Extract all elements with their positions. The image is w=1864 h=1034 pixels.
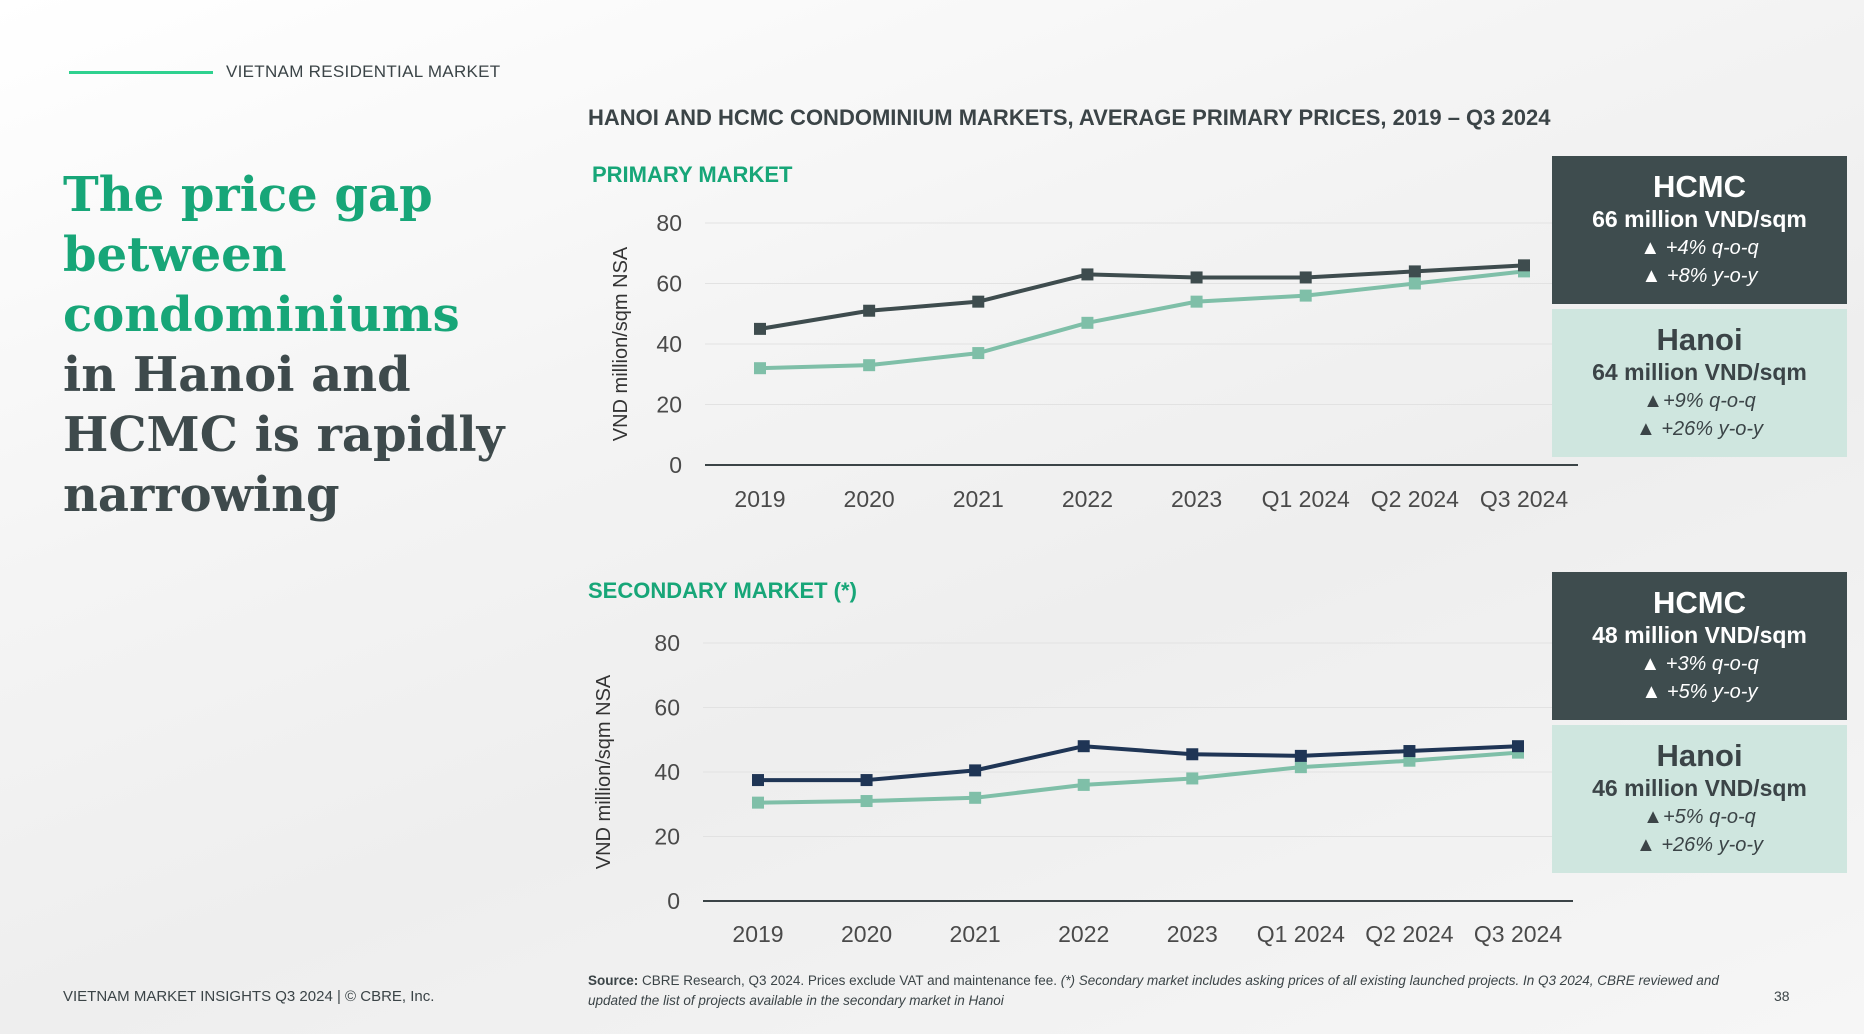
secondary-x-tick-label: 2019 <box>732 921 783 947</box>
primary-x-tick-label: Q2 2024 <box>1371 486 1459 512</box>
primary-hanoi-line <box>759 269 1525 371</box>
footer-copyright: VIETNAM MARKET INSIGHTS Q3 2024 | © CBRE… <box>63 988 435 1005</box>
secondary-hanoi-point <box>1077 778 1090 791</box>
secondary-hcmc-city: HCMC <box>1653 585 1746 620</box>
primary-hanoi-city: Hanoi <box>1656 322 1743 357</box>
secondary-x-tick-label: 2021 <box>950 921 1001 947</box>
section-title: VIETNAM RESIDENTIAL MARKET <box>226 62 501 81</box>
primary-hcmc-line <box>759 263 1525 331</box>
secondary-hanoi-qoq: ▲+5% q-o-q <box>1643 806 1756 828</box>
primary-hanoi-price: 64 million VND/sqm <box>1592 359 1807 385</box>
primary-hanoi-point <box>754 362 766 375</box>
primary-y-tick-label: 60 <box>656 271 682 297</box>
secondary-hanoi-point <box>1403 754 1416 767</box>
primary-y-tick-label: 40 <box>656 331 682 357</box>
primary-hcmc-point <box>863 304 876 317</box>
secondary-hcmc-point <box>969 764 982 777</box>
source-label: Source: <box>588 973 639 988</box>
secondary-hanoi-city: Hanoi <box>1656 738 1743 773</box>
primary-hcmc-point <box>1081 268 1094 281</box>
secondary-y-axis-label: VND million/sqm NSA <box>593 674 615 869</box>
primary-hcmc-point <box>754 322 766 335</box>
primary-hanoi-qoq: ▲+9% q-o-q <box>1643 390 1756 412</box>
secondary-y-tick-label: 20 <box>654 824 680 850</box>
primary-y-tick-label: 80 <box>656 210 682 236</box>
headline-highlight: The price gap between condominiums <box>63 167 460 343</box>
primary-x-tick-label: Q3 2024 <box>1480 486 1568 512</box>
source-note-italic: (*) Secondary market includes asking pri… <box>588 973 1719 1008</box>
secondary-market-chart: 0 20 40 60 80 2019 2020 2021 2022 2023 Q1 2024 Q2 2… <box>593 630 1573 947</box>
secondary-hcmc-line <box>758 744 1519 783</box>
secondary-hcmc-point <box>752 774 764 787</box>
secondary-hanoi-line <box>757 750 1519 805</box>
primary-hcmc-summary: HCMC 66 million VND/sqm ▲ +4% q-o-q ▲ +8… <box>1552 156 1847 304</box>
secondary-y-tick-label: 60 <box>654 695 680 721</box>
primary-hcmc-city: HCMC <box>1653 169 1746 204</box>
secondary-hcmc-qoq: ▲ +3% q-o-q <box>1640 653 1759 675</box>
primary-x-tick-label: 2022 <box>1062 486 1113 512</box>
primary-hanoi-point <box>1081 316 1094 329</box>
secondary-hanoi-point <box>860 795 873 808</box>
secondary-x-tick-label: 2020 <box>841 921 892 947</box>
secondary-hcmc-point <box>1294 749 1307 762</box>
primary-market-title: PRIMARY MARKET <box>592 162 793 187</box>
secondary-hcmc-price: 48 million VND/sqm <box>1592 622 1807 648</box>
primary-hcmc-qoq: ▲ +4% q-o-q <box>1640 237 1759 259</box>
secondary-hanoi-yoy: ▲ +26% y-o-y <box>1635 834 1764 856</box>
primary-hcmc-point <box>972 295 985 308</box>
primary-hanoi-point <box>863 359 876 372</box>
primary-x-tick-label: Q1 2024 <box>1262 486 1350 512</box>
secondary-x-tick-label: Q2 2024 <box>1365 921 1453 947</box>
secondary-market-title: SECONDARY MARKET (*) <box>588 578 857 603</box>
chart-title: HANOI AND HCMC CONDOMINIUM MARKETS, AVER… <box>588 105 1551 130</box>
headline-rest: in Hanoi and HCMC is rapidly narrowing <box>63 347 505 523</box>
page-headline: The price gap between condominiums in Ha… <box>63 165 523 525</box>
primary-hanoi-point <box>1190 295 1203 308</box>
secondary-y-tick-label: 80 <box>654 630 680 656</box>
page-number: 38 <box>1774 988 1790 1004</box>
secondary-hanoi-point <box>1294 761 1307 774</box>
primary-hcmc-point <box>1299 271 1312 284</box>
primary-hcmc-point <box>1190 271 1203 284</box>
source-note: Source: CBRE Research, Q3 2024. Prices e… <box>588 971 1768 1011</box>
secondary-y-tick-label: 40 <box>654 759 680 785</box>
primary-hanoi-point <box>1299 289 1312 302</box>
secondary-hanoi-point <box>1186 772 1199 785</box>
primary-y-axis-label: VND million/sqm NSA <box>610 246 632 441</box>
primary-hanoi-yoy: ▲ +26% y-o-y <box>1635 418 1764 440</box>
secondary-hanoi-summary: Hanoi 46 million VND/sqm ▲+5% q-o-q ▲ +2… <box>1552 725 1847 873</box>
primary-x-tick-label: 2023 <box>1171 486 1222 512</box>
primary-x-tick-label: 2020 <box>844 486 895 512</box>
secondary-hcmc-point <box>860 774 873 787</box>
primary-hanoi-point <box>972 347 985 360</box>
primary-market-chart: 0 20 40 60 80 2019 2020 2021 2022 2023 Q1 2024 Q2 2… <box>610 210 1578 512</box>
secondary-x-tick-label: Q1 2024 <box>1257 921 1345 947</box>
secondary-x-tick-label: 2022 <box>1058 921 1109 947</box>
secondary-hcmc-point <box>1403 745 1416 758</box>
source-text: CBRE Research, Q3 2024. Prices exclude V… <box>638 973 1061 988</box>
primary-y-tick-label: 0 <box>669 452 682 478</box>
primary-hcmc-point <box>1518 259 1530 272</box>
secondary-hanoi-point <box>752 796 764 809</box>
secondary-hcmc-summary: HCMC 48 million VND/sqm ▲ +3% q-o-q ▲ +5… <box>1552 572 1847 720</box>
primary-x-tick-label: 2019 <box>734 486 785 512</box>
secondary-hcmc-point <box>1077 740 1090 753</box>
primary-x-tick-label: 2021 <box>953 486 1004 512</box>
secondary-x-tick-label: Q3 2024 <box>1474 921 1562 947</box>
secondary-hcmc-yoy: ▲ +5% y-o-y <box>1641 681 1758 703</box>
primary-hcmc-price: 66 million VND/sqm <box>1592 206 1807 232</box>
header-accent-line <box>69 71 213 74</box>
primary-y-tick-label: 20 <box>656 392 682 418</box>
primary-hcmc-point <box>1408 265 1421 278</box>
primary-hanoi-point <box>1408 277 1421 290</box>
secondary-hanoi-price: 46 million VND/sqm <box>1592 775 1807 801</box>
secondary-hcmc-point <box>1512 740 1524 753</box>
secondary-y-tick-label: 0 <box>667 888 680 914</box>
secondary-x-tick-label: 2023 <box>1167 921 1218 947</box>
secondary-hanoi-point <box>969 791 982 804</box>
primary-hanoi-summary: Hanoi 64 million VND/sqm ▲+9% q-o-q ▲ +2… <box>1552 309 1847 457</box>
secondary-hcmc-point <box>1186 748 1199 761</box>
primary-hcmc-yoy: ▲ +8% y-o-y <box>1641 265 1758 287</box>
